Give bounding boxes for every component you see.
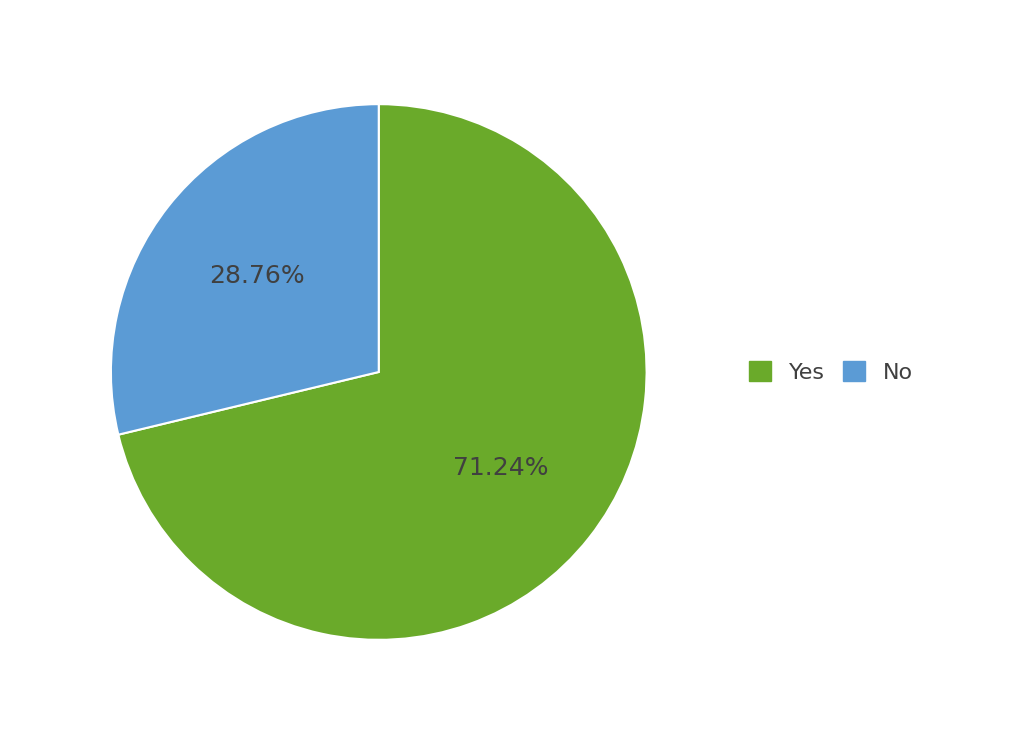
Wedge shape: [118, 104, 646, 640]
Wedge shape: [111, 104, 379, 434]
Text: 71.24%: 71.24%: [453, 456, 548, 480]
Legend: Yes, No: Yes, No: [738, 350, 924, 394]
Text: 28.76%: 28.76%: [209, 264, 305, 288]
